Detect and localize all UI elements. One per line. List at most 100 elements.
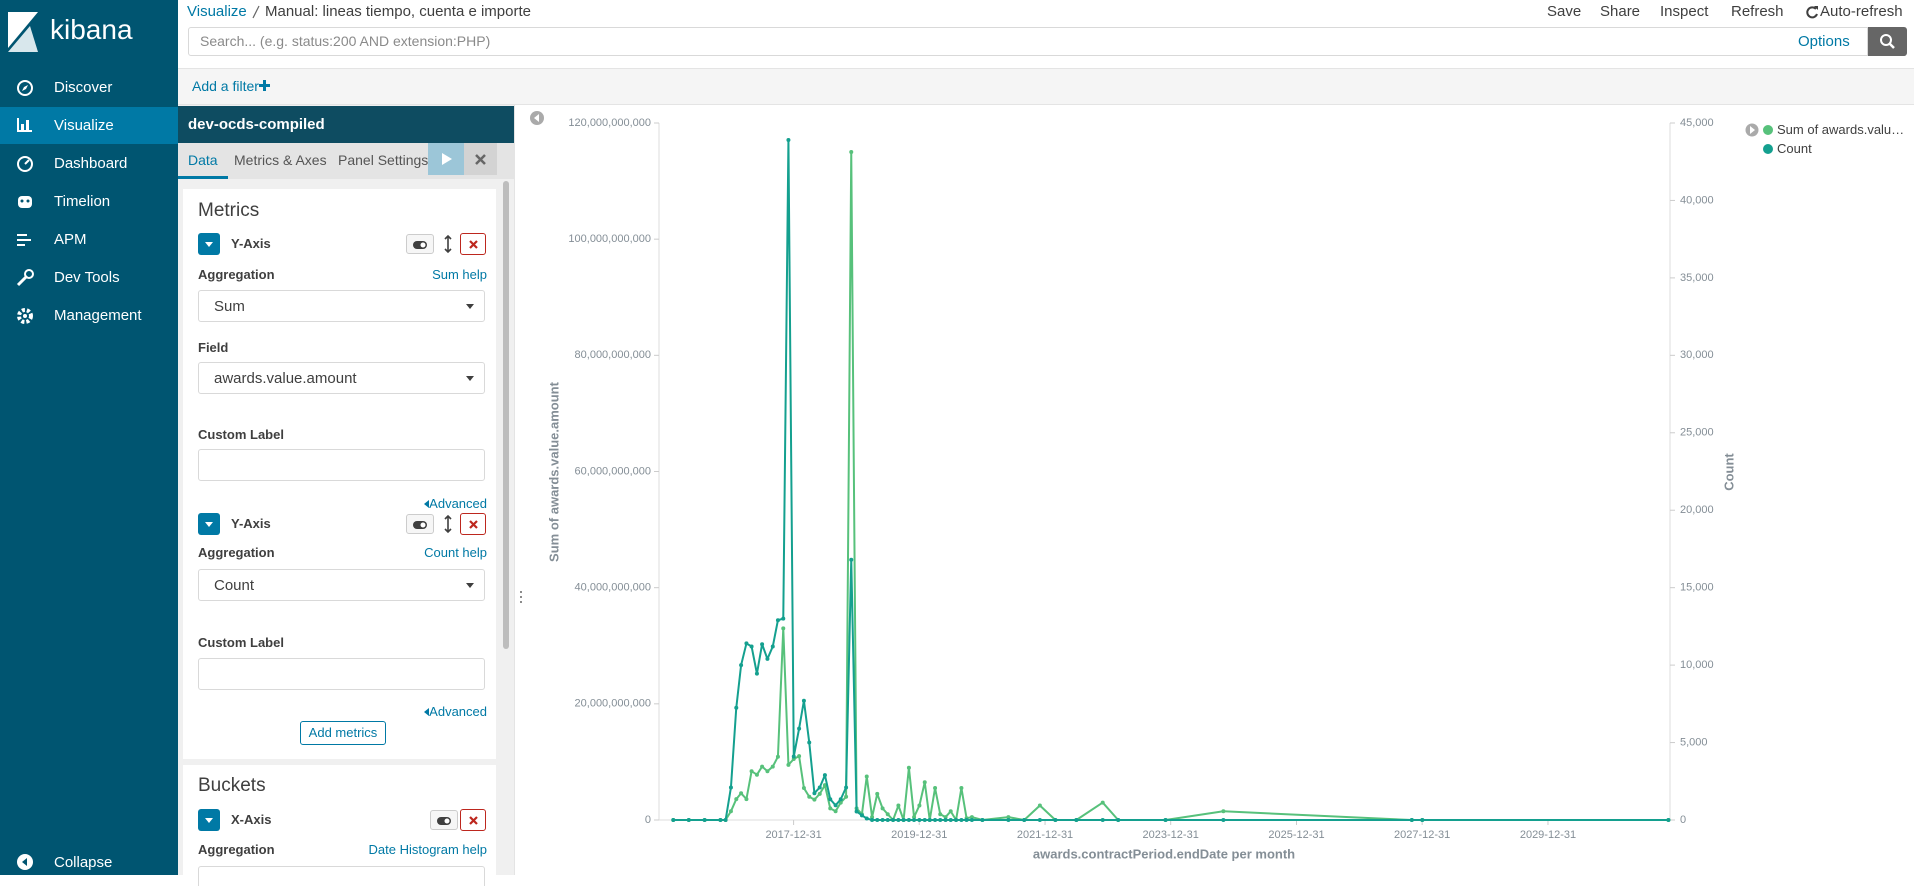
data-point	[943, 818, 948, 822]
legend-item[interactable]: Count	[1763, 139, 1910, 158]
field-label: Field	[198, 340, 229, 355]
data-point	[1221, 818, 1226, 822]
data-point	[1037, 818, 1042, 822]
top-action[interactable]: Auto-refresh	[1820, 3, 1903, 20]
scrollbar[interactable]	[503, 181, 509, 649]
data-point	[833, 809, 838, 814]
tab-active[interactable]: Data	[178, 143, 228, 179]
toggle-button[interactable]	[430, 810, 458, 830]
add-metrics-button[interactable]: Add metrics	[300, 721, 386, 745]
remove-button[interactable]	[460, 809, 486, 831]
nav-item[interactable]: Visualize	[54, 117, 114, 134]
legend-item[interactable]: Sum of awards.value.amount	[1763, 120, 1910, 139]
data-point	[948, 818, 953, 822]
aggregation-select[interactable]	[198, 866, 485, 886]
data-point	[896, 818, 901, 822]
tab[interactable]: Metrics & Axes	[234, 152, 327, 168]
nav-item[interactable]: APM	[54, 231, 87, 248]
nav-item[interactable]: Dev Tools	[54, 269, 120, 286]
y2-tick-label: 15,000	[1680, 582, 1714, 594]
data-point	[1006, 815, 1011, 820]
custom-label-input[interactable]	[198, 449, 485, 481]
collapse[interactable]: Collapse	[54, 854, 113, 871]
top-action[interactable]: Share	[1600, 3, 1641, 20]
data-point	[870, 818, 875, 822]
top-action[interactable]: Refresh	[1731, 3, 1784, 20]
reorder-icon[interactable]	[442, 234, 454, 254]
nav-icon	[16, 269, 34, 287]
collapse-toggle[interactable]	[198, 809, 220, 831]
data-point	[739, 791, 744, 796]
data-point	[891, 818, 896, 822]
apply-button[interactable]	[428, 143, 464, 175]
legend-swatch	[1763, 144, 1773, 154]
aggregation-select[interactable]: Sum	[198, 290, 485, 322]
legend-toggle[interactable]	[1745, 123, 1759, 137]
search-bar[interactable]	[188, 27, 1868, 56]
y-tick-label: 60,000,000,000	[575, 465, 651, 477]
data-point	[1420, 818, 1425, 822]
advanced-link[interactable]: Advanced	[429, 704, 487, 719]
nav-item[interactable]: Discover	[54, 79, 113, 96]
remove-button[interactable]	[460, 233, 486, 255]
data-point	[744, 641, 749, 646]
legend-swatch	[1763, 125, 1773, 135]
data-point	[1116, 818, 1121, 822]
help-link[interactable]: Count help	[424, 545, 487, 560]
aggregation-select[interactable]: Count	[198, 569, 485, 601]
y2-tick-label: 20,000	[1680, 504, 1714, 516]
help-link[interactable]: Date Histogram help	[368, 842, 488, 857]
data-point	[948, 809, 953, 814]
data-point	[671, 818, 676, 822]
data-point	[801, 698, 806, 703]
tab[interactable]: Panel Settings	[338, 152, 429, 168]
top-action[interactable]: Save	[1547, 3, 1582, 20]
reorder-icon[interactable]	[442, 514, 454, 534]
nav-item[interactable]: Management	[54, 307, 142, 324]
data-point	[938, 812, 943, 817]
data-point	[807, 794, 812, 799]
data-point	[922, 818, 927, 822]
y2-tick-label: 0	[1680, 814, 1686, 826]
data-point	[760, 764, 765, 769]
advanced-link[interactable]: Advanced	[429, 496, 487, 511]
breadcrumb-separator	[252, 5, 260, 19]
y2-tick-label: 5,000	[1680, 736, 1708, 748]
add-filter[interactable]: Add a filter	[192, 78, 259, 94]
data-point	[754, 671, 759, 676]
help-link[interactable]: Sum help	[432, 267, 487, 282]
nav-item[interactable]: Dashboard	[54, 155, 128, 172]
search-placeholder: Search... (e.g. status:200 AND extension…	[200, 33, 491, 49]
remove-button[interactable]	[460, 513, 486, 535]
x-tick-label: 2025-12-31	[1268, 829, 1324, 841]
discard-button[interactable]	[464, 143, 497, 175]
x-tick-label: 2029-12-31	[1520, 829, 1576, 841]
breadcrumb-link[interactable]: Visualize	[187, 3, 247, 20]
nav-item[interactable]: Timelion	[54, 193, 111, 210]
x-tick-label: 2027-12-31	[1394, 829, 1450, 841]
data-point	[775, 754, 780, 759]
search-button[interactable]	[1868, 27, 1907, 56]
data-point	[754, 772, 759, 777]
data-point	[807, 740, 812, 745]
data-point	[870, 815, 875, 820]
data-point	[781, 626, 786, 631]
data-point	[1006, 818, 1011, 822]
section-title: Buckets	[198, 775, 266, 796]
resize-handle[interactable]	[514, 105, 527, 875]
nav-icon	[17, 118, 32, 132]
custom-label-input[interactable]	[198, 658, 485, 690]
options-link[interactable]: Options	[1798, 33, 1850, 50]
data-point	[849, 150, 854, 155]
x-tick-label: 2023-12-31	[1143, 829, 1199, 841]
collapse-toggle[interactable]	[198, 233, 220, 255]
data-point	[980, 818, 985, 822]
data-point	[859, 813, 864, 818]
data-point	[812, 791, 817, 796]
collapse-toggle[interactable]	[198, 513, 220, 535]
toggle-button[interactable]	[406, 234, 434, 254]
kibana-logo	[8, 12, 38, 52]
toggle-button[interactable]	[406, 514, 434, 534]
field-select[interactable]: awards.value.amount	[198, 362, 485, 394]
top-action[interactable]: Inspect	[1660, 3, 1709, 20]
